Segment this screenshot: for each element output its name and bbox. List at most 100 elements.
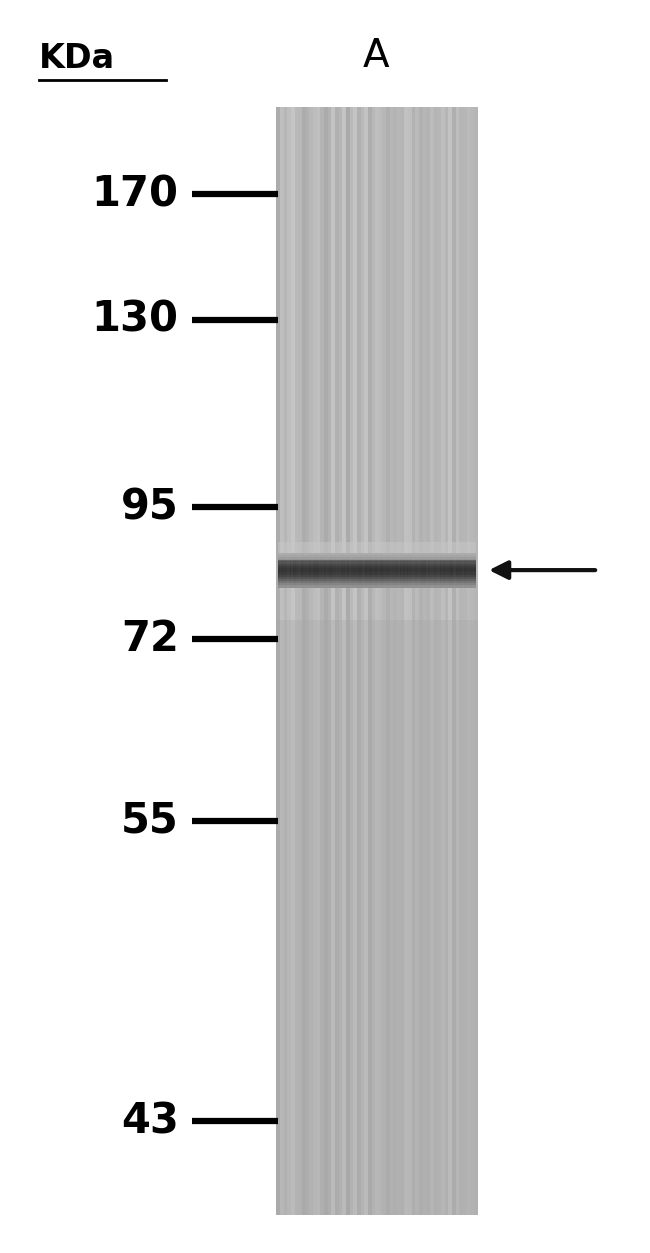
Bar	[334, 561, 336, 564]
Bar	[319, 556, 321, 559]
Bar	[305, 561, 306, 564]
Bar	[361, 581, 362, 584]
Bar	[390, 553, 392, 555]
Bar	[458, 564, 460, 566]
Bar	[400, 553, 402, 555]
Bar	[426, 107, 430, 1215]
Bar	[385, 576, 387, 579]
Bar	[467, 553, 469, 555]
Bar	[350, 585, 352, 588]
Bar	[313, 574, 315, 576]
Bar	[382, 579, 384, 581]
Bar	[293, 555, 294, 556]
Bar	[443, 565, 445, 568]
Bar	[337, 570, 339, 573]
Bar	[281, 556, 283, 559]
Bar	[313, 565, 315, 568]
Bar	[326, 568, 328, 570]
Bar	[380, 559, 382, 561]
Bar	[396, 581, 398, 584]
Bar	[341, 564, 343, 566]
Bar	[370, 555, 372, 556]
Bar	[365, 585, 367, 588]
Bar	[402, 570, 404, 573]
Bar	[326, 561, 328, 564]
Bar	[280, 581, 281, 584]
Bar	[331, 570, 333, 573]
Bar	[347, 581, 349, 584]
Bar	[390, 573, 392, 574]
Bar	[361, 585, 362, 588]
Bar	[380, 553, 382, 555]
Bar	[380, 555, 382, 556]
Bar	[349, 565, 350, 568]
Bar	[349, 574, 350, 576]
Bar	[278, 555, 280, 556]
Bar	[407, 568, 408, 570]
Bar	[428, 585, 430, 588]
Bar	[460, 568, 461, 570]
Bar	[287, 581, 288, 584]
Bar	[451, 581, 453, 584]
Bar	[369, 583, 370, 585]
Bar	[432, 585, 433, 588]
Bar	[296, 553, 298, 555]
Bar	[387, 565, 389, 568]
Bar	[410, 553, 411, 555]
Bar	[309, 559, 311, 561]
Bar	[426, 573, 428, 574]
Bar	[471, 561, 473, 564]
Bar	[402, 559, 404, 561]
Bar	[467, 565, 469, 568]
Bar	[410, 565, 411, 568]
Bar	[370, 581, 372, 584]
Bar	[344, 579, 346, 581]
Bar	[389, 573, 390, 574]
Bar	[306, 574, 308, 576]
Bar	[432, 574, 433, 576]
Bar	[300, 585, 301, 588]
Bar	[410, 574, 411, 576]
Bar	[404, 568, 405, 570]
Bar	[358, 553, 359, 555]
Bar	[432, 568, 433, 570]
Bar	[449, 568, 451, 570]
Bar	[347, 576, 349, 579]
Bar	[379, 573, 380, 574]
Bar	[396, 565, 398, 568]
Bar	[446, 574, 448, 576]
Bar	[336, 570, 337, 573]
Bar	[417, 556, 418, 559]
Bar	[385, 559, 387, 561]
Bar	[362, 574, 364, 576]
Bar	[346, 561, 347, 564]
Bar	[407, 564, 408, 566]
Bar	[361, 574, 362, 576]
Bar	[300, 568, 301, 570]
Bar	[362, 568, 364, 570]
Bar	[400, 555, 402, 556]
Bar	[334, 581, 336, 584]
Bar	[469, 583, 471, 585]
Bar	[369, 585, 370, 588]
Bar	[395, 556, 396, 559]
Bar	[402, 561, 404, 564]
Bar	[380, 565, 382, 568]
Bar	[458, 553, 460, 555]
Bar	[291, 576, 293, 579]
Bar	[346, 576, 347, 579]
Bar	[326, 556, 328, 559]
Bar	[463, 556, 464, 559]
Bar	[309, 576, 311, 579]
Bar	[333, 565, 334, 568]
Bar	[449, 579, 451, 581]
Bar	[281, 574, 283, 576]
Bar	[460, 579, 461, 581]
Bar	[331, 561, 333, 564]
Bar	[445, 573, 446, 574]
Bar	[331, 564, 333, 566]
Bar	[336, 574, 337, 576]
Bar	[293, 574, 294, 576]
Bar	[464, 576, 466, 579]
Bar	[365, 555, 367, 556]
